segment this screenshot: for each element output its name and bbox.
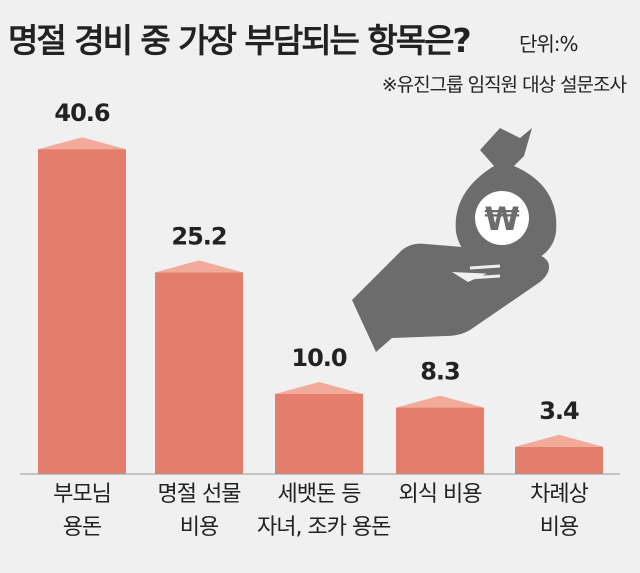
- category-label-line: 세뱃돈 등: [277, 482, 362, 507]
- bar-body: [275, 394, 363, 474]
- value-label: 10.0: [291, 344, 347, 372]
- money-illustration: ₩: [352, 128, 557, 352]
- bar-body: [515, 446, 603, 474]
- bar-cap: [38, 137, 126, 150]
- bar-body: [38, 149, 126, 474]
- value-labels: 40.6 25.2 10.0 8.3 3.4: [54, 99, 580, 425]
- category-label-line: 외식 비용: [398, 482, 483, 507]
- value-label: 3.4: [539, 397, 579, 425]
- category-label-line: 비용: [539, 515, 579, 540]
- bar-cap: [515, 434, 603, 447]
- unit-note: 단위:%: [519, 32, 579, 56]
- bar-body: [155, 272, 243, 474]
- bar-3: [275, 382, 363, 474]
- category-label-line: 차례상: [530, 482, 589, 507]
- chart-title: 명절 경비 중 가장 부담되는 항목은?: [8, 21, 472, 60]
- category-label-line: 비용: [179, 515, 219, 540]
- value-label: 40.6: [54, 99, 110, 127]
- bar-1: [38, 137, 126, 474]
- open-hand-icon: [352, 243, 549, 352]
- money-bag-won-icon: ₩: [455, 128, 557, 268]
- bar-2: [155, 260, 243, 474]
- source-note: ※유진그룹 임직원 대상 설문조사: [381, 74, 627, 96]
- value-label: 8.3: [420, 358, 460, 386]
- bar-5: [515, 434, 603, 474]
- bar-cap: [396, 395, 484, 408]
- bars: [38, 137, 603, 474]
- category-label-line: 용돈: [62, 515, 102, 540]
- bar-4: [396, 395, 484, 474]
- bar-cap: [155, 260, 243, 273]
- category-label-4: 외식 비용: [378, 478, 502, 511]
- bar-body: [396, 407, 484, 474]
- svg-text:₩: ₩: [484, 200, 519, 238]
- bar-cap: [275, 382, 363, 394]
- value-label: 25.2: [171, 222, 226, 250]
- category-label-line: 명절 선물: [157, 482, 242, 507]
- category-label-line: 자녀, 조카 용돈: [257, 515, 391, 540]
- category-label-line: 부모님: [53, 482, 112, 507]
